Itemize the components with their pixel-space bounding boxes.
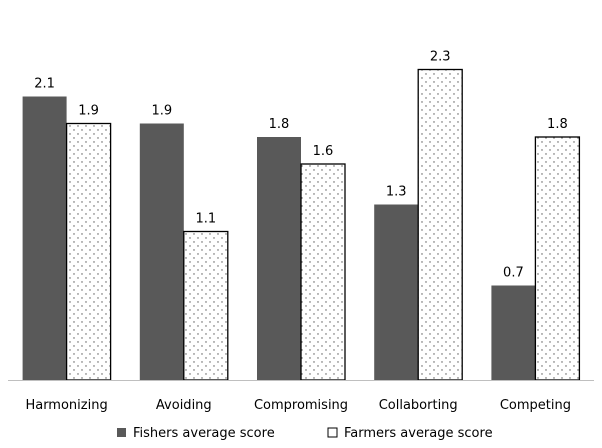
- bar-farmers: [65, 122, 112, 381]
- data-label: 1.3: [386, 185, 407, 200]
- bar-group: 1.3 2.3 Collaborting: [374, 50, 463, 413]
- legend-label: Farmers average score: [344, 426, 493, 441]
- plot-area: 2.1 1.9 Harmonizing 1.9 1.1 Avoiding 1.8 1.6 Com…: [22, 50, 581, 413]
- data-label: 1.9: [78, 104, 99, 119]
- data-label: 1.1: [195, 212, 216, 227]
- bar-group: 1.9 1.1 Avoiding: [139, 104, 229, 413]
- bar-farmers: [417, 68, 463, 381]
- bar-group: 2.1 1.9 Harmonizing: [22, 77, 112, 413]
- bar-farmers: [300, 163, 346, 381]
- data-label: 1.8: [547, 117, 568, 132]
- legend-swatch-fishers: [117, 428, 126, 437]
- bar-group: 1.8 1.6 Compromising: [254, 117, 348, 413]
- legend-item: Farmers average score: [327, 426, 493, 441]
- bar-fishers: [374, 204, 419, 380]
- bar-fishers: [257, 137, 301, 380]
- bar-fishers: [491, 285, 536, 380]
- data-label: 1.9: [151, 104, 172, 119]
- data-label: 2.1: [34, 77, 55, 92]
- x-tick-label: Compromising: [254, 398, 348, 413]
- x-tick-label: Competing: [500, 398, 571, 413]
- bar-farmers: [534, 136, 581, 381]
- x-tick-label: Avoiding: [156, 398, 212, 413]
- bar-farmers: [183, 230, 229, 381]
- data-label: 1.8: [269, 117, 290, 132]
- x-tick-label: Collaborting: [379, 398, 458, 413]
- legend-label: Fishers average score: [133, 426, 275, 441]
- x-tick-label: Harmonizing: [25, 398, 107, 413]
- data-label: 0.7: [503, 266, 524, 281]
- bar-fishers: [22, 96, 67, 380]
- data-label: 1.6: [313, 144, 334, 159]
- legend-item: Fishers average score: [117, 426, 275, 441]
- bar-fishers: [139, 123, 184, 380]
- bar-group: 0.7 1.8 Competing: [491, 117, 581, 413]
- legend: Fishers average score Farmers average sco…: [117, 426, 493, 441]
- legend-swatch-farmers: [327, 427, 338, 438]
- data-label: 2.3: [430, 50, 451, 65]
